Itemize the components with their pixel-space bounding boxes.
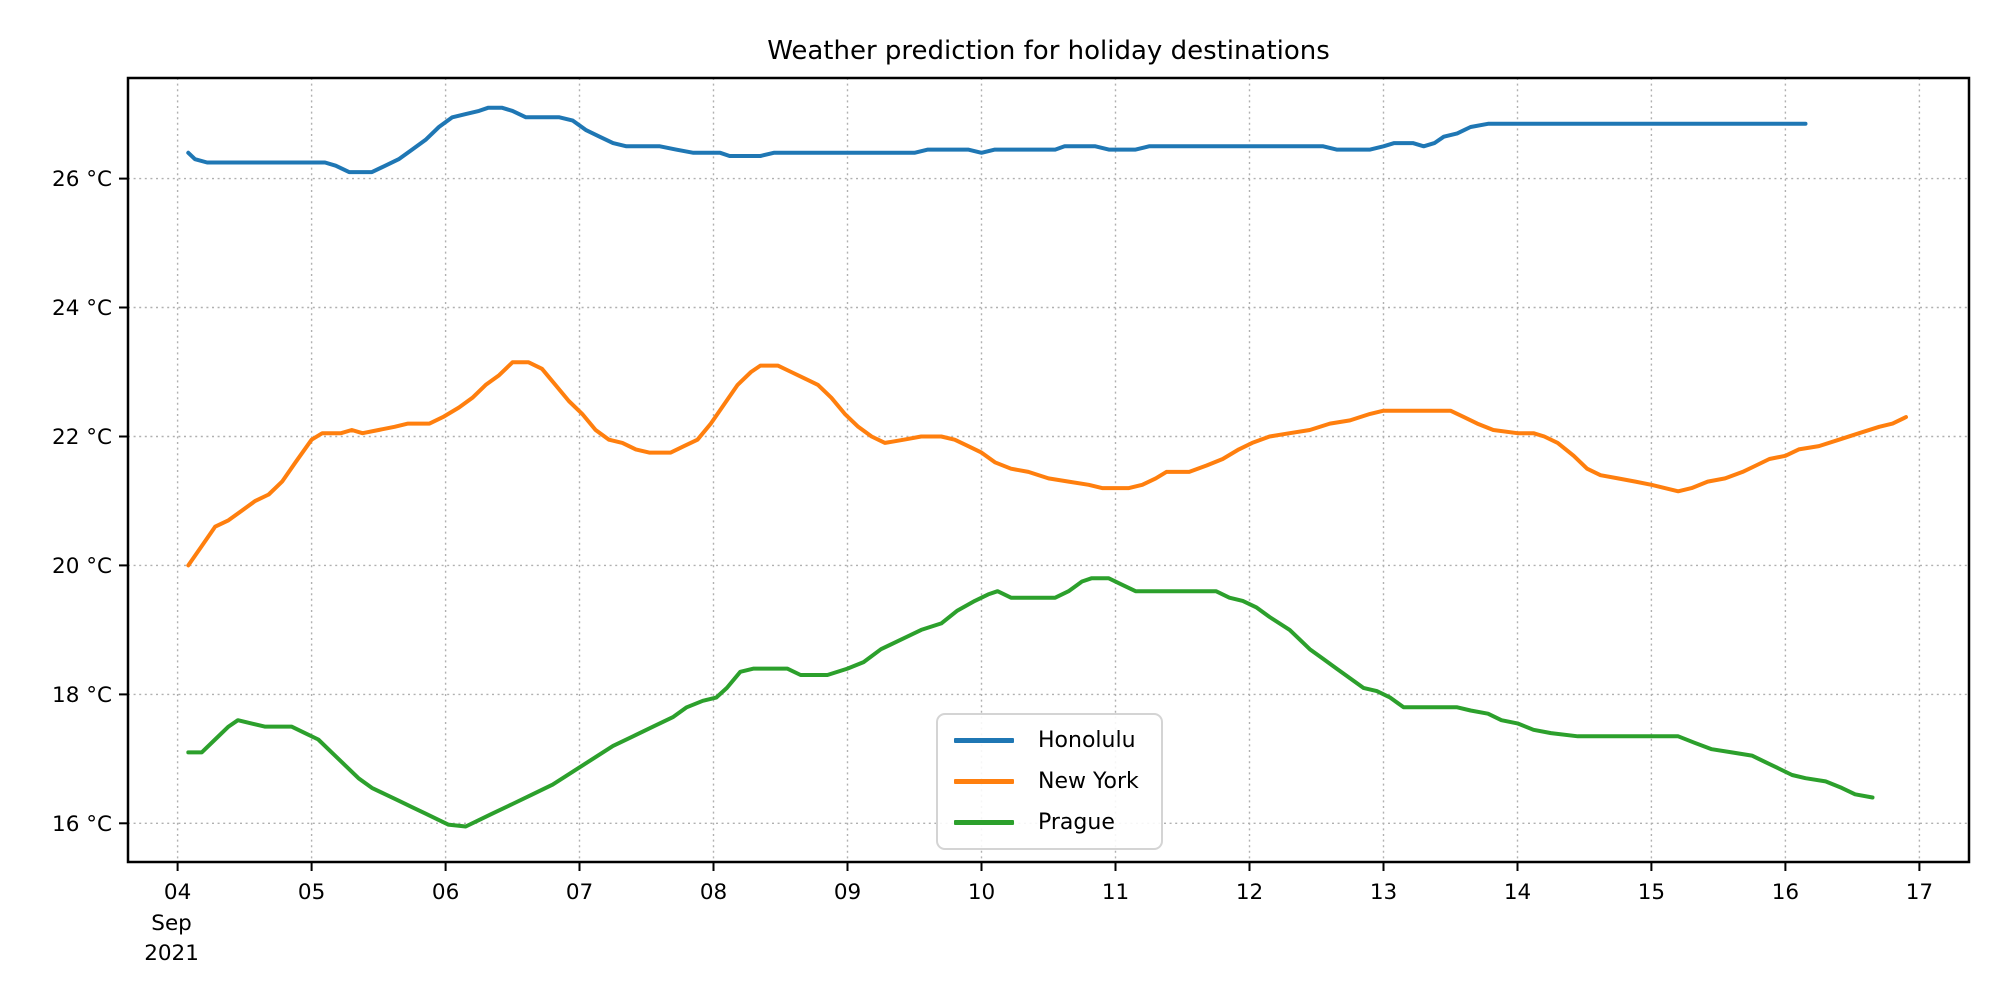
series-line-prague <box>186 576 1875 829</box>
x-tick-label: 13 <box>1370 880 1397 905</box>
legend-item-new-york: New York <box>950 761 1149 802</box>
x-tick-label: 06 <box>432 880 459 905</box>
x-axis-year-label: 2021 <box>144 941 199 966</box>
x-tick-label: 12 <box>1236 880 1263 905</box>
x-tick-label: 10 <box>968 880 995 905</box>
y-tick-label: 22 °C <box>52 425 112 450</box>
x-tick-label: 16 <box>1772 880 1799 905</box>
y-tick-label: 18 °C <box>52 683 112 708</box>
y-tick-label: 26 °C <box>52 167 112 192</box>
x-tick-label: 14 <box>1504 880 1531 905</box>
x-tick-label: 15 <box>1638 880 1665 905</box>
legend-line-swatch <box>954 779 1014 784</box>
chart-title: Weather prediction for holiday destinati… <box>767 36 1330 66</box>
x-axis-month-label: Sep <box>151 911 192 936</box>
x-tick-label: 09 <box>834 880 861 905</box>
legend-label: New York <box>1038 768 1139 794</box>
x-tick-label: 17 <box>1906 880 1933 905</box>
legend-line-swatch <box>954 738 1014 743</box>
series-line-new-york <box>186 360 1908 568</box>
legend-item-prague: Prague <box>950 802 1149 843</box>
legend-label: Honolulu <box>1038 727 1136 753</box>
x-tick-label: 04 <box>164 880 191 905</box>
x-tick-label: 08 <box>700 880 727 905</box>
legend-line-swatch <box>954 820 1014 825</box>
plot-border <box>126 76 1971 864</box>
series-line-honolulu <box>186 105 1808 175</box>
x-tick-label: 05 <box>298 880 325 905</box>
legend-label: Prague <box>1038 809 1115 835</box>
y-tick-label: 20 °C <box>52 554 112 579</box>
legend-item-honolulu: Honolulu <box>950 720 1149 761</box>
y-tick-label: 24 °C <box>52 296 112 321</box>
legend-box: Honolulu New York Prague <box>936 713 1163 850</box>
x-tick-label: 11 <box>1102 880 1129 905</box>
x-tick-label: 07 <box>566 880 593 905</box>
y-tick-label: 16 °C <box>52 812 112 837</box>
